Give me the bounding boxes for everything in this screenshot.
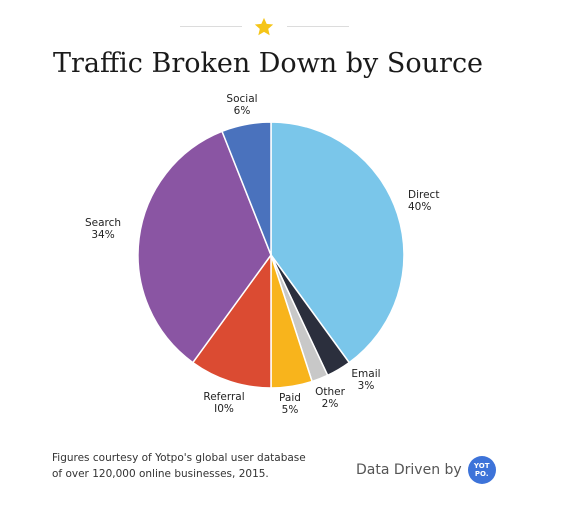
slice-label-name-referral: Referral	[203, 391, 244, 403]
slice-label-value-referral: I0%	[214, 403, 234, 415]
yotpo-logo-icon: YOT PO.	[467, 456, 496, 484]
footnote-line-2: of over 120,000 online businesses, 2015.	[52, 468, 269, 480]
slice-label-name-social: Social	[226, 93, 257, 105]
divider-right	[287, 26, 349, 27]
credit-text: Data Driven by	[356, 462, 462, 478]
slice-label-value-paid: 5%	[282, 404, 299, 416]
star-icon	[254, 17, 274, 36]
slice-label-name-direct: Direct	[408, 189, 439, 201]
slice-label-name-other: Other	[315, 386, 345, 398]
pie-slice-direct	[270, 121, 405, 364]
divider-left	[180, 26, 242, 27]
slice-label-value-email: 3%	[358, 380, 375, 392]
pie-slice-search	[137, 130, 272, 364]
chart-title: Traffic Broken Down by Source	[52, 48, 484, 79]
pie-slice-social	[221, 121, 272, 256]
pie-slice-referral	[191, 252, 272, 389]
source-footnote: Figures courtesy of Yotpo's global user …	[52, 450, 352, 482]
footnote-line-1: Figures courtesy of Yotpo's global user …	[52, 452, 306, 464]
slice-label-name-paid: Paid	[279, 392, 301, 404]
slice-label-name-email: Email	[351, 368, 380, 380]
slice-label-value-direct: 40%	[408, 201, 431, 213]
slice-label-value-other: 2%	[322, 398, 339, 410]
slice-label-name-search: Search	[85, 217, 121, 229]
slice-label-value-search: 34%	[91, 229, 114, 241]
data-credit: Data Driven by YOT PO.	[356, 456, 496, 484]
slice-label-value-social: 6%	[234, 105, 251, 117]
